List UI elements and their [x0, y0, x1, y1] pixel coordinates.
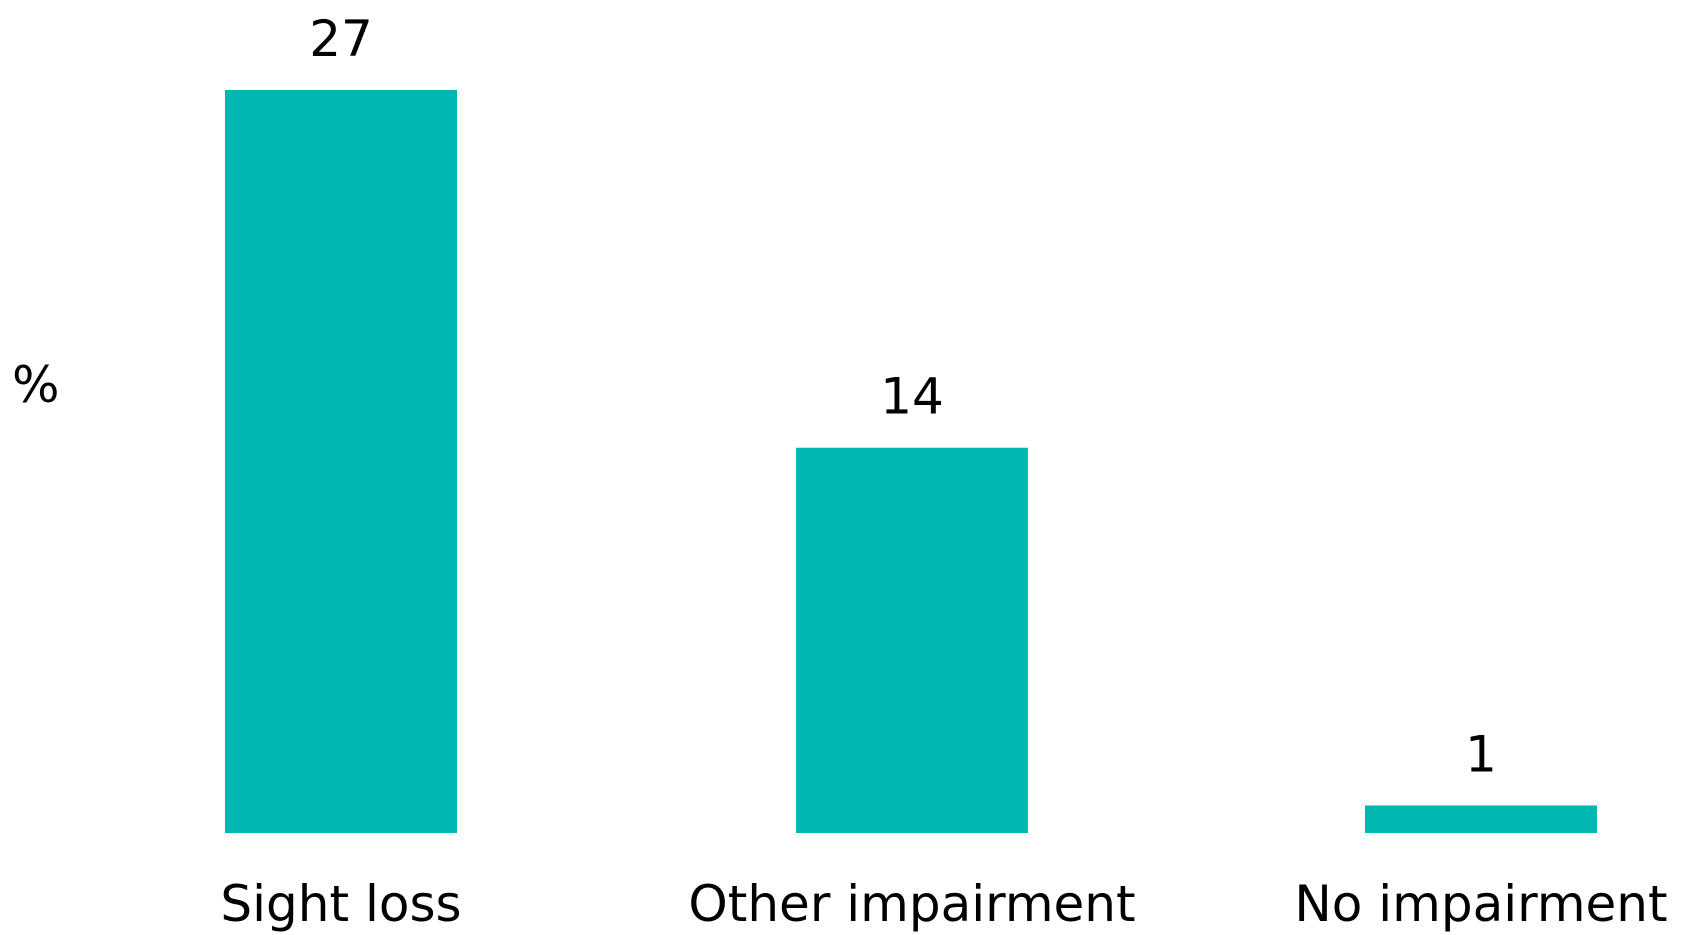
category-label-other-impairment: Other impairment: [688, 875, 1135, 933]
category-labels-group: Sight loss Other impairment No impairment: [220, 875, 1667, 933]
value-label-sight-loss: 27: [309, 10, 373, 68]
value-label-other-impairment: 14: [880, 368, 944, 426]
bar-sight-loss: [225, 90, 457, 833]
bar-other-impairment: [796, 447, 1028, 833]
category-label-no-impairment: No impairment: [1294, 875, 1667, 933]
value-label-no-impairment: 1: [1465, 725, 1497, 783]
category-label-sight-loss: Sight loss: [220, 875, 461, 933]
value-labels-group: 27 14 1: [309, 10, 1497, 783]
bars-group: [225, 90, 1597, 833]
y-axis-label: %: [12, 356, 60, 414]
bar-no-impairment: [1365, 805, 1597, 833]
